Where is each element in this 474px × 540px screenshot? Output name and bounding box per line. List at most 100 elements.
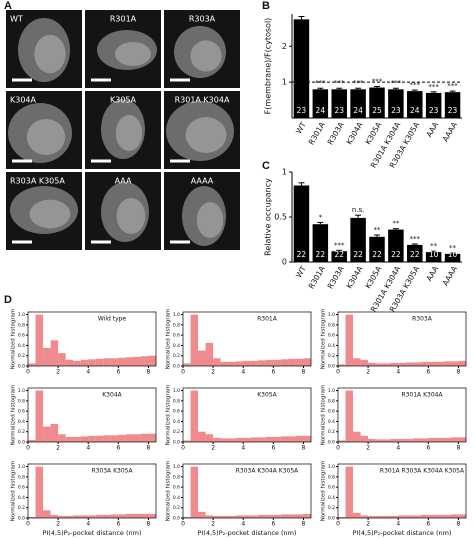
micrograph-label: R301A K304A [175,96,230,105]
bar [407,91,423,118]
x-tick-label: 2 [56,369,60,376]
histogram-bar [390,515,399,518]
y-tick-label: 0.6 [173,485,180,491]
count-label: 10 [429,250,439,259]
histogram-bar [295,435,304,442]
x-tick-label: 0 [336,521,340,528]
histogram-bar [273,514,281,518]
y-tick-label: 0.4 [18,495,25,501]
histogram-bar [140,433,149,442]
y-tick-label: 0.0 [173,364,180,370]
significance: *** [410,81,421,89]
plot-frame [182,311,312,367]
x-tick-label: 6 [116,521,120,528]
y-tick-label: 1.0 [173,464,180,470]
y-tick-label: 1.0 [18,312,25,318]
y-tick-label: 0.4 [328,343,335,349]
y-tick-label: 0.4 [328,419,335,425]
histogram-bar [303,358,311,366]
bar [388,89,404,118]
x-tick-label: 6 [116,369,120,376]
histogram-bar [65,436,74,442]
cell [115,42,151,66]
y-tick-label: 0.4 [328,495,335,501]
histogram-bar [280,359,289,366]
y-axis-label: Normalized histogram [321,309,327,370]
bar [350,89,366,118]
x-tick-label: 4 [86,369,90,376]
y-tick-label: 0.2 [18,429,25,435]
histogram-bar [190,466,199,518]
panel-label: B [262,0,270,12]
histogram-bar [280,436,289,442]
x-tick-label: 6 [271,369,275,376]
histogram-bar [398,362,406,366]
y-axis-label: Normalized histogram [11,461,17,522]
cell [185,117,227,153]
panel-label: C [262,160,270,172]
histogram-bar [235,361,244,366]
x-tick-label: R303A [326,120,347,147]
histogram-bar [183,516,191,518]
histogram-bar [258,437,266,442]
significance: ** [430,242,438,250]
histogram-bar [235,515,244,518]
hist-title: R303A [412,316,433,323]
x-tick-label: 2 [366,445,370,452]
histogram-bar [190,314,199,366]
histogram-bar [353,358,361,366]
histogram-bar [58,434,66,442]
histogram-bar [295,358,304,366]
histogram-bar [73,515,81,518]
y-tick-label: 0.0 [173,516,180,522]
plot-frame [337,311,467,367]
histogram-bar [405,362,414,366]
bar [312,89,329,118]
histogram-bar [338,440,346,442]
x-tick-label: 6 [426,521,430,528]
bar [444,92,461,118]
histogram-bar [428,514,436,518]
histogram-bar [280,514,289,518]
y-tick-label: 0.6 [18,485,25,491]
x-tick-label: R303A [326,264,347,291]
bar [293,185,310,262]
x-tick-label: K305A [363,264,383,290]
histogram-bar [148,433,156,442]
x-tick-label: R301A [307,120,328,147]
significance: *** [334,241,345,249]
y-tick-label: 0.8 [18,322,25,328]
histogram-bar [110,435,119,442]
histogram-bar [375,515,384,518]
hist-title: R301A K304A [401,392,443,399]
significance: *** [391,79,402,87]
count-label: 24 [410,106,420,115]
plot-frame [182,387,312,443]
histogram-bar [413,438,421,442]
x-tick-label: 2 [211,445,215,452]
x-tick-label: 4 [241,369,245,376]
x-tick-label: WT [294,264,308,279]
histogram-bar [383,515,391,518]
y-tick-label: 0.6 [328,485,335,491]
x-tick-label: AAAA [441,264,460,288]
y-tick-label: 0.6 [18,409,25,415]
histogram-bar [345,390,354,442]
histogram-bar [390,438,399,442]
bar [331,251,347,262]
y-tick-label: 0.2 [328,505,335,511]
histogram-bar [205,342,214,366]
x-axis-label: PI(4,5)P₂-pocket distance (nm) [42,529,141,537]
histogram-bar [273,359,281,366]
count-label: 23 [334,106,344,115]
histogram-bar [413,515,421,518]
y-tick-label: 1.0 [328,464,335,470]
micrograph-label: K304A [10,96,37,105]
cell [196,202,224,238]
micrograph-label: R301A [110,15,137,24]
histogram-bar [118,434,126,442]
y-tick-label: 2 [282,42,287,51]
y-tick-label: 0.0 [18,364,25,370]
y-tick-label: 0.8 [18,474,25,480]
